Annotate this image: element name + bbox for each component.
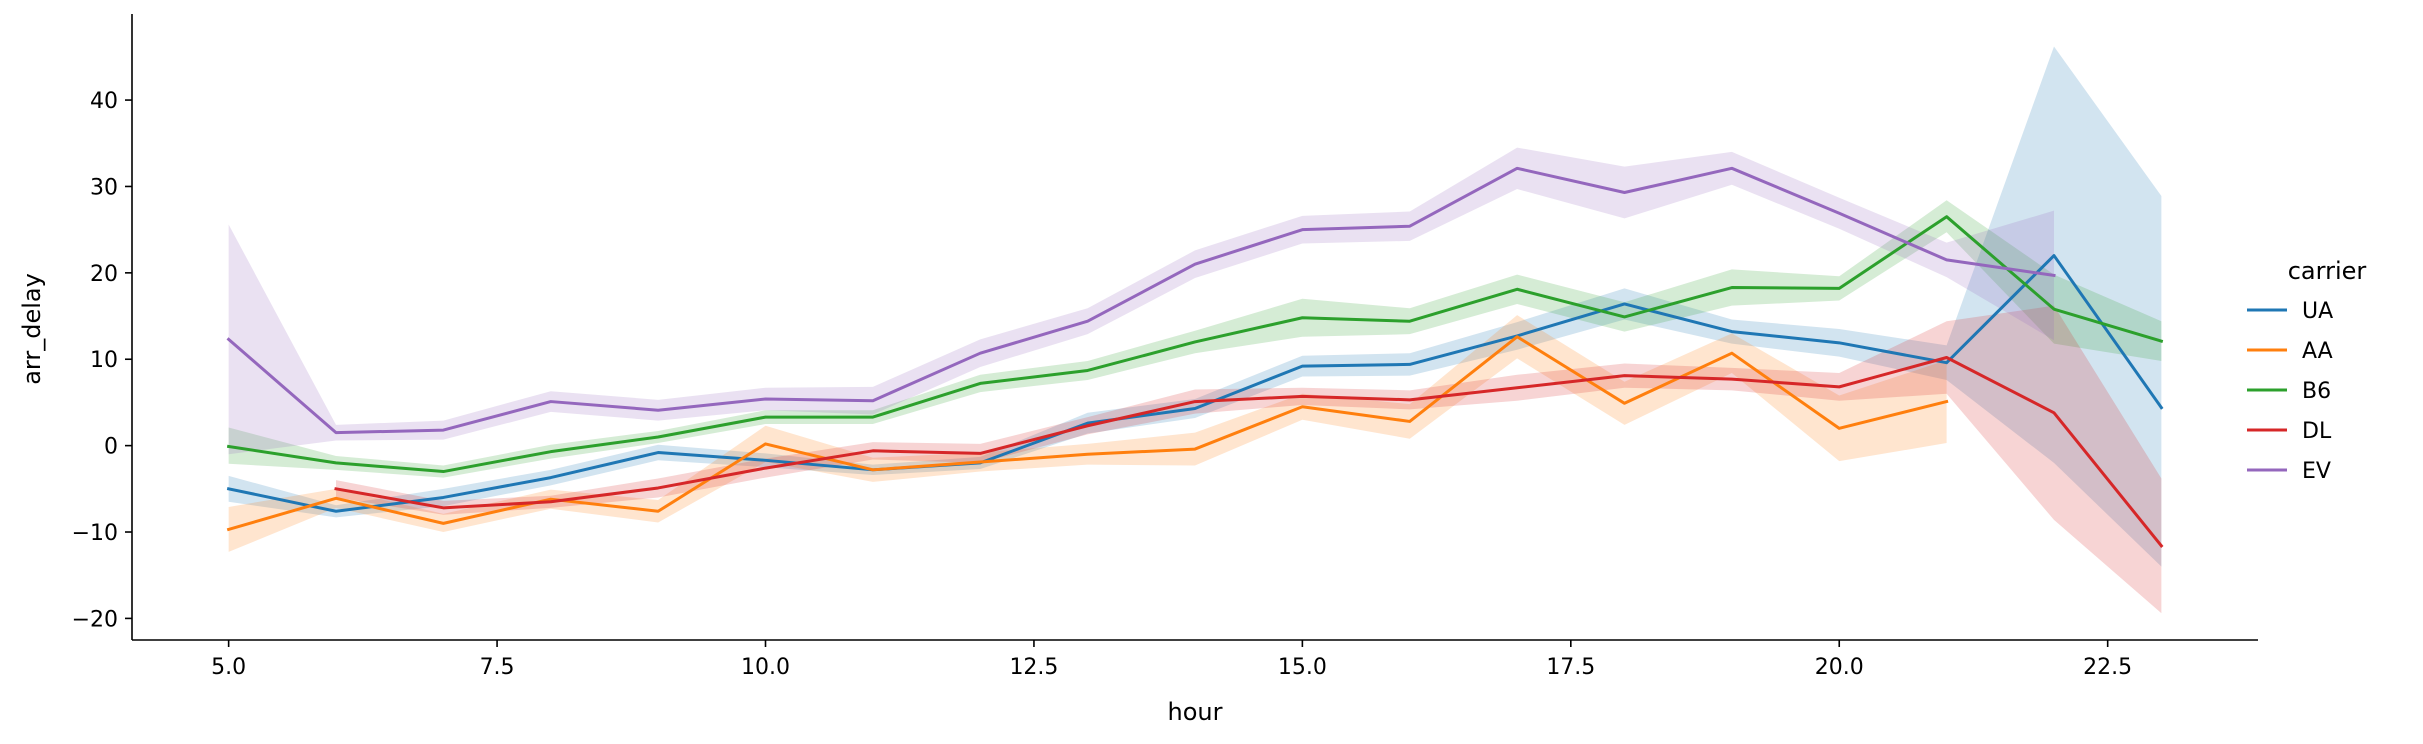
series-lines — [226, 166, 2164, 548]
x-tick-label: 5.0 — [211, 655, 246, 680]
legend-label-aa: AA — [2302, 339, 2333, 364]
y-tick-label: −20 — [72, 607, 118, 632]
band-ua — [228, 46, 2162, 567]
legend-label-b6: B6 — [2302, 379, 2331, 404]
y-tick-label: 10 — [90, 348, 118, 373]
legend-label-ua: UA — [2302, 299, 2333, 324]
y-tick-label: 40 — [90, 89, 118, 114]
x-tick-label: 15.0 — [1278, 655, 1327, 680]
y-tick-label: 0 — [104, 435, 118, 460]
y-tick-label: 30 — [90, 175, 118, 200]
y-tick-label: −10 — [72, 521, 118, 546]
series-line-aa — [226, 335, 1949, 532]
axes: 5.0 7.5 10.0 12.5 15.0 17.5 20.0 22.5 −20 −10 0 10 2… — [72, 14, 2258, 680]
series-line-dl — [334, 356, 2164, 548]
y-tick-label: 20 — [90, 262, 118, 287]
x-tick-label: 22.5 — [2083, 655, 2132, 680]
legend-label-ev: EV — [2302, 459, 2331, 484]
legend: carrier UA AA B6 DL EV — [2247, 257, 2366, 484]
x-tick-label: 10.0 — [741, 655, 790, 680]
band-dl — [336, 305, 2162, 614]
x-tick-label: 17.5 — [1546, 655, 1595, 680]
series-line-ua — [226, 254, 2164, 513]
legend-title: carrier — [2288, 257, 2367, 285]
x-axis-label: hour — [1168, 698, 1223, 726]
x-tick-label: 12.5 — [1009, 655, 1058, 680]
band-b6 — [228, 200, 2162, 478]
x-tick-label: 7.5 — [480, 655, 515, 680]
confidence-bands — [228, 46, 2162, 614]
x-tick-label: 20.0 — [1815, 655, 1864, 680]
series-line-b6 — [226, 215, 2164, 474]
y-axis-label: arr_delay — [18, 273, 46, 385]
series-line-ev — [226, 166, 2056, 435]
band-ev — [228, 147, 2054, 455]
legend-label-dl: DL — [2302, 419, 2332, 444]
